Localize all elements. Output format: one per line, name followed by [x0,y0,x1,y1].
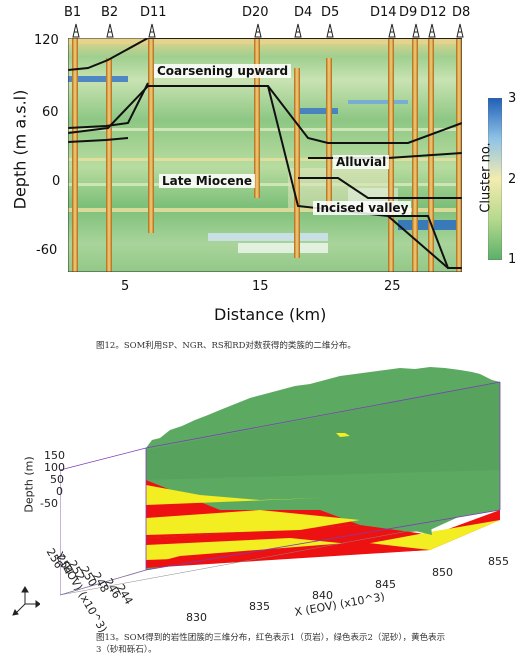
colorbar-tick-2: 2 [508,172,517,187]
x-tick-830: 830 [186,611,207,624]
colorbar-label: Cluster no. [478,142,494,213]
x-tick-850: 850 [432,566,453,579]
orientation-axes-icon [12,586,40,616]
well-label-b2: B2 [101,5,119,20]
x-tick-835: 835 [249,600,270,613]
lithology-3d-block [60,367,501,596]
colorbar-tick-3: 3 [508,91,517,106]
well-label-d12: D12 [420,5,447,20]
well-label-d11: D11 [140,5,167,20]
well-label-b1: B1 [64,5,82,20]
x-axis-title: Distance (km) [214,305,327,324]
x-tick-855: 855 [488,555,509,568]
colorbar [488,98,502,260]
figure-12-caption: 图12。SOM利用SP、NGR、RS和RD对数获得的类簇的二维分布。 [96,341,356,351]
annotation-late-miocene: Late Miocene [159,174,256,188]
well-label-d4: D4 [294,5,313,20]
x-tick-25: 25 [384,279,401,294]
z-tick-0: 0 [56,485,63,498]
y-tick-0: 0 [52,174,61,189]
z-axis-title: Depth (m) [22,456,36,513]
figure-13-caption-line-2: 3（砂和砾石）。 [96,645,157,655]
z-tick-100: 100 [44,461,65,474]
well-markers [72,23,464,38]
annotation-incised-valley: Incised valley [313,201,412,215]
well-label-d8: D8 [452,5,471,20]
well-label-d14: D14 [370,5,397,20]
well-label-d9: D9 [399,5,418,20]
figure-13-caption-line-1: 图13。SOM得到的岩性团簇的三维分布，红色表示1（页岩），绿色表示2（泥砂），… [96,633,446,643]
figure-12: B1 B2 D11 D20 D4 D5 D14 D9 D12 D8 Coarse… [10,5,517,351]
colorbar-tick-1: 1 [508,252,517,267]
z-tick-150: 150 [44,449,65,462]
x-tick-845: 845 [375,578,396,591]
x-tick-5: 5 [121,279,130,294]
y-axis-title: Depth (m a.s.l) [10,89,30,210]
x-tick-840: 840 [312,589,333,602]
well-label-d5: D5 [321,5,340,20]
y-tick-120: 120 [34,33,59,48]
annotation-coarsening-upward: Coarsening upward [154,64,292,78]
y-tick-neg60: -60 [36,243,58,258]
well-label-d20: D20 [242,5,269,20]
figure-13: 150 100 50 0 -50 Depth (m) 256 254 252 2… [0,360,525,660]
annotation-alluvial: Alluvial [333,155,390,169]
y-tick-60: 60 [42,105,59,120]
z-tick-50: 50 [50,473,64,486]
x-tick-15: 15 [252,279,269,294]
z-tick-neg50: -50 [40,497,58,510]
